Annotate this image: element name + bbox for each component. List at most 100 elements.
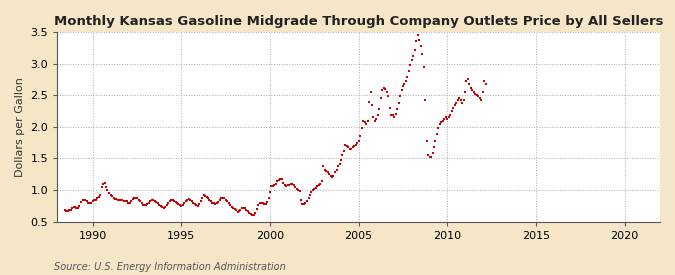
Point [83,200,94,205]
Point [92,196,103,200]
Point [59,208,70,213]
Point [344,147,355,151]
Point [73,206,84,210]
Point [132,196,142,200]
Point [71,206,82,210]
Point [257,200,268,205]
Point [393,101,404,105]
Point [185,198,196,202]
Point [404,69,414,73]
Point [322,170,333,175]
Point [254,201,265,206]
Point [166,198,177,202]
Point [140,203,151,207]
Point [114,197,125,202]
Point [360,122,371,126]
Point [293,188,304,192]
Point [222,199,233,204]
Point [108,196,119,200]
Point [310,185,321,190]
Point [120,199,131,203]
Point [298,202,309,206]
Point [209,201,219,206]
Point [242,209,253,213]
Point [470,92,481,96]
Point [160,204,171,209]
Point [111,197,122,201]
Point [65,208,76,212]
Point [279,183,290,187]
Point [269,183,280,187]
Point [130,196,141,200]
Point [268,183,279,188]
Point [179,200,190,205]
Point [337,153,348,158]
Point [325,174,336,178]
Point [211,201,222,206]
Point [275,177,286,182]
Point [113,197,124,202]
Point [312,184,323,188]
Point [128,197,138,201]
Point [362,118,373,123]
Point [379,86,389,90]
Point [201,195,212,199]
Point [415,44,426,48]
Point [410,48,421,52]
Point [217,196,228,200]
Point [158,206,169,210]
Point [308,188,319,192]
Point [373,113,383,118]
Point [354,134,365,139]
Point [196,196,207,200]
Point [148,198,159,202]
Point [375,96,386,101]
Point [315,182,325,186]
Point [175,203,186,207]
Point [431,132,442,137]
Point [251,207,262,211]
Point [477,90,488,94]
Point [282,183,293,187]
Point [102,188,113,192]
Point [61,209,72,213]
Point [405,63,416,67]
Point [139,203,150,207]
Point [462,77,473,82]
Point [126,199,136,204]
Point [352,141,362,145]
Point [278,180,289,185]
Point [328,174,339,178]
Point [433,126,444,130]
Point [234,209,244,213]
Point [350,142,361,147]
Point [176,204,187,208]
Point [387,113,398,118]
Point [339,149,350,153]
Point [117,198,128,202]
Point [287,182,298,186]
Point [68,204,79,209]
Text: Source: U.S. Energy Information Administration: Source: U.S. Energy Information Administ… [54,262,286,272]
Point [151,200,161,204]
Point [78,197,89,202]
Point [334,161,345,166]
Point [370,118,381,123]
Point [241,208,252,212]
Point [472,93,483,97]
Point [77,197,88,202]
Point [458,98,469,103]
Point [186,199,197,204]
Point [84,201,95,206]
Point [435,122,446,126]
Point [62,209,73,213]
Point [142,202,153,206]
Point [189,202,200,206]
Point [105,192,116,197]
Point [259,202,269,206]
Point [86,200,97,205]
Point [399,82,410,86]
Point [436,120,447,124]
Point [109,197,120,201]
Point [178,202,188,207]
